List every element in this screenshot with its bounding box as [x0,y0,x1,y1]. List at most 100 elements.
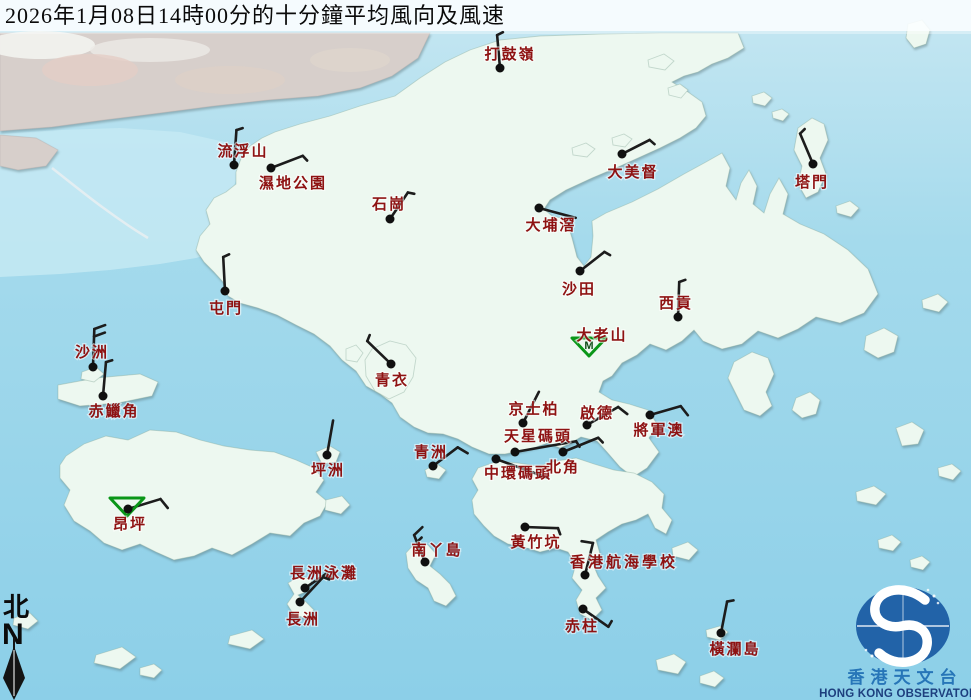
land-islet [139,663,163,679]
station-dot [322,450,332,460]
land-lantau [59,429,329,561]
land-hei-ling-chau [324,495,351,515]
station-label: 石崗 [371,195,406,213]
north-compass: 北 N [2,593,29,700]
land-kat-o [647,53,675,71]
wind-barb-feather-full [92,331,107,338]
station-label: 昂坪 [113,516,147,533]
station-dot [420,557,430,567]
wind-barb-staff [269,154,305,170]
triangle-marker-letter: M [584,340,593,352]
wind-barb-staff [578,250,606,273]
station-label: 坪洲 [311,462,345,479]
station-tuen-mun: 屯門 [208,252,242,318]
logo-dot [932,594,936,598]
land-islet [667,83,689,99]
wind-barb-feather-half [104,358,114,364]
station-kai-tak: 啟德 [579,403,629,430]
station-label: 京士柏 [508,400,559,418]
compass-north-hanzi: 北 [3,593,29,622]
wind-barb-feather-full [456,446,469,455]
wind-barb-feather-half [406,191,416,196]
land-lamma [405,541,457,607]
station-label: 將軍澳 [633,421,684,439]
station-sha-tin: 沙田 [561,250,612,299]
wind-barb-staff [798,132,815,166]
deep-bay-water [0,128,240,277]
urban-patch [90,38,210,62]
station-label: 打鼓嶺 [484,45,535,63]
wind-barb-feather-half [365,333,371,343]
station-dot [300,583,310,593]
land-tsing-yi [364,340,417,400]
land-islet [791,391,821,419]
land-islet [937,463,962,481]
wind-barb-feather-full [93,323,107,331]
compass-north-letter: N [2,618,24,651]
logo-dot [936,601,940,605]
land-islet [771,108,790,122]
wind-barb-staff [676,280,681,319]
land-islet [611,133,633,148]
wind-barb-staff [581,607,610,629]
logo-dot [870,654,874,658]
hko-logo: 香港天文台 HONG KONG OBSERVATORY [819,585,971,700]
station-central-pier: 中環碼頭 [483,454,551,483]
station-label: 西貢 [659,295,693,312]
wind-barb-staff [232,128,238,167]
station-label: 大美督 [607,163,658,181]
station-dot [123,504,133,514]
wind-barb-feather-half [596,436,605,444]
station-label: 赤柱 [565,617,599,635]
wind-barb-staff [298,575,325,604]
station-label: 沙田 [562,281,596,298]
land-islet [12,612,39,630]
wind-barb-staff [620,138,651,156]
urban-patch [42,54,138,86]
land-ma-wan [345,344,364,363]
wind-barb-staff [521,390,541,425]
map-title: 2026年1月08日14時00分的十分鐘平均風向及風速 [5,3,505,28]
land-shek-kwu-chau [227,629,265,650]
wind-barb-staff [495,33,502,70]
station-ta-kwu-ling: 打鼓嶺 [483,30,535,73]
urban-patch [0,31,95,59]
wind-barb-feather-half [798,127,807,135]
station-stanley: 赤柱 [564,604,613,636]
station-dot [518,418,528,428]
station-wong-chuk-hang: 黃竹坑 [509,522,562,552]
land-kau-sai-chau [727,351,775,417]
title-bar [0,0,971,31]
wind-barb-feather-half [321,575,331,581]
station-dot [520,522,530,532]
station-tai-po-kau: 大埔滘 [524,203,578,235]
wind-barb-feather-half [221,252,231,259]
station-dot [295,597,305,607]
station-dot [534,203,544,213]
shenzhen-bay-bridge [51,167,149,240]
logo-dot [864,648,868,652]
station-cheung-chau-beach: 長洲泳灘 [289,563,357,593]
land-islet [699,670,725,688]
wind-barb-feather-half [235,126,244,132]
station-tseung-kwan-o: 將軍澳 [632,404,690,440]
wind-barb-feather-half [556,526,562,536]
wind-barb-staff [325,419,335,457]
land-islet [863,327,899,359]
land-islet [909,555,931,571]
station-green-island: 青洲 [413,442,469,471]
station-dot [582,420,592,430]
title-bar-fade [0,31,971,34]
wind-barb-feather-full [159,497,170,510]
station-label: 大埔滘 [525,216,576,234]
station-label: 香港航海學校 [570,553,678,571]
land-islet [855,485,887,506]
station-label: 濕地公園 [259,174,327,192]
wind-barb-feather-half [607,619,613,629]
wind-barb-staff [388,191,410,221]
land-ninepin [877,534,902,552]
station-dot [229,160,239,170]
